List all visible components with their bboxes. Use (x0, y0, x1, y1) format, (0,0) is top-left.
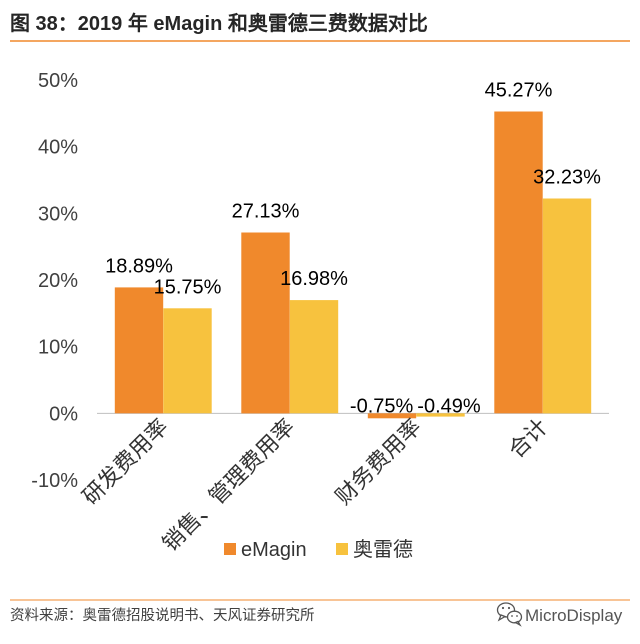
data-label: 18.89% (105, 255, 173, 277)
data-label: 32.23% (533, 167, 601, 189)
watermark-text: MicroDisplay (525, 606, 623, 625)
legend-swatch (336, 543, 348, 555)
data-label: 45.27% (485, 80, 553, 102)
source-note: 资料来源：奥雷德招股说明书、天风证券研究所 (10, 607, 315, 624)
data-label: 15.75% (154, 276, 222, 298)
wechat-icon (496, 602, 523, 627)
y-tick-label: 10% (38, 337, 78, 359)
bar-series-0-category-2 (367, 413, 417, 419)
bar-series-0-category-0 (114, 287, 164, 414)
bar-series-1-category-0 (163, 308, 212, 414)
data-labels: 18.89% 27.13% -0.75% 45.27% 15.75% 16.98% -0.4… (105, 80, 601, 418)
y-tick-label: 50% (38, 70, 78, 92)
x-tick-label: 研发费用率 (77, 414, 172, 509)
x-tick-label: 合计 (504, 414, 553, 463)
x-tick-label: 财务费用率 (330, 414, 425, 509)
data-label: -0.75% (350, 395, 414, 417)
watermark: MicroDisplay (496, 602, 623, 627)
legend-label: 奥雷德 (353, 538, 413, 561)
y-tick-label: -10% (31, 470, 78, 492)
y-axis: 50% 40% 30% 20% 10% 0% -10% (31, 70, 78, 492)
y-tick-label: 0% (49, 403, 78, 425)
bar-series (114, 111, 592, 419)
legend: eMagin 奥雷德 (224, 538, 413, 561)
y-tick-label: 20% (38, 270, 78, 292)
bar-series-0-category-3 (494, 111, 543, 414)
data-label: -0.49% (417, 395, 481, 417)
data-label: 16.98% (280, 268, 348, 290)
data-label: 27.13% (232, 201, 300, 223)
x-tick-label: 销售、管理费用率 (157, 414, 299, 556)
legend-label: eMagin (241, 539, 307, 561)
y-tick-label: 30% (38, 203, 78, 225)
y-tick-label: 40% (38, 137, 78, 159)
bar-series-1-category-2 (416, 413, 465, 417)
figure-title: 图 38：2019 年 eMagin 和奥雷德三费数据对比 (10, 11, 428, 35)
bar-series-1-category-3 (542, 198, 592, 414)
bar-series-1-category-1 (289, 300, 339, 414)
bar-series-0-category-1 (241, 232, 290, 414)
legend-swatch (224, 543, 236, 555)
